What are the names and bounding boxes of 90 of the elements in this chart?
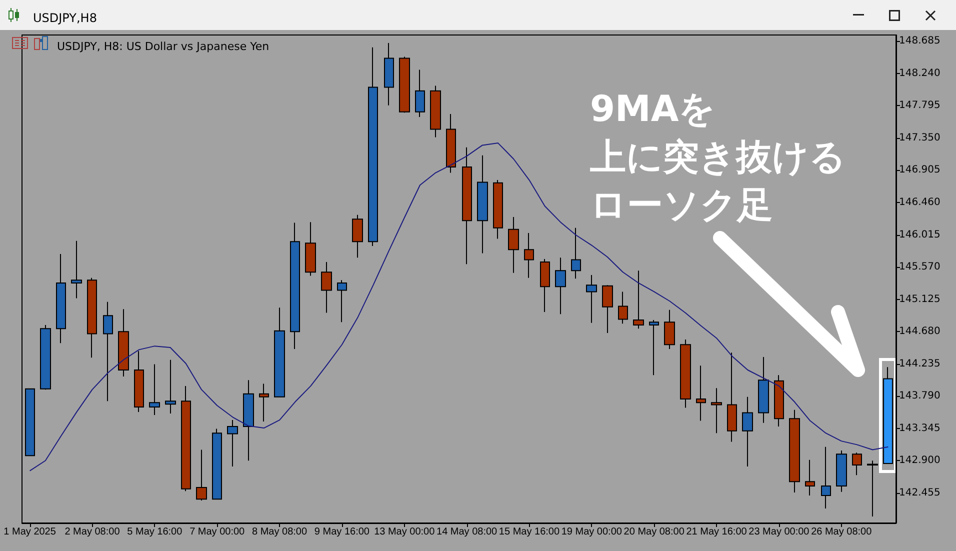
x-tick-label: 5 May 16:00 [127,526,183,538]
candlestick [555,257,566,315]
candlestick [87,277,97,358]
candlestick [399,56,410,114]
y-tick-label: 146.015 [899,229,940,240]
candlestick [274,307,285,398]
y-tick-label: 147.795 [899,100,940,112]
y-tick-label: 148.240 [899,68,940,79]
x-tick-label: 7 May 00:00 [190,526,246,538]
candlestick [867,460,878,517]
x-tick-label: 13 May 00:00 [374,526,436,538]
candlestick [696,365,706,422]
candlestick [212,428,222,500]
annotation: ローソク足 [590,184,774,228]
candlestick [305,222,316,276]
x-tick-label: 15 May 16:00 [498,526,560,538]
y-tick-label: 148.685 [899,36,940,47]
y-tick-label: 145.570 [899,262,940,273]
candlestick [727,352,737,442]
annotation: 9MAを [590,88,717,132]
candlestick [56,253,66,344]
candlestick [524,232,534,278]
candlestick [196,449,207,502]
candlestick [118,308,129,378]
candlestick [852,452,862,476]
y-tick-label: 146.905 [899,164,940,176]
candlestick [368,46,378,247]
candlestick [462,146,472,265]
y-tick-label: 144.235 [899,358,940,370]
y-tick-label: 143.790 [899,390,940,402]
candlestick [805,459,815,496]
candlestick [337,280,347,323]
candlestick [321,261,332,314]
candlestick [602,284,613,334]
x-tick-label: 21 May 16:00 [686,526,748,538]
x-tick-label: 9 May 16:00 [314,526,370,538]
candlestick [40,324,51,390]
candlestick [664,309,675,350]
x-tick-label: 20 May 08:00 [624,526,685,538]
candlestick [290,222,300,350]
candlestick [711,388,722,434]
chart-title: USDJPY,H8 [33,11,97,25]
candlestick [430,85,441,138]
candlestick [540,258,550,312]
candlestick [477,154,488,254]
candlestick [758,356,769,424]
candlestick [165,359,176,414]
candlestick [821,446,831,509]
y-tick-label: 142.455 [899,487,940,498]
text: USDJPY, H8: US Dollar vs Japanese Yen [57,40,270,53]
candlestick [415,69,425,118]
candlestick [836,450,847,492]
candlestick [149,364,160,416]
candlestick [774,374,784,428]
y-tick-label: 146.460 [899,197,940,208]
candlestick [181,385,191,492]
candlestick [352,214,363,258]
y-tick-label: 147.350 [899,132,940,144]
candlestick [883,366,893,464]
candlestick [243,380,254,462]
candlestick [571,227,581,280]
candlestick [71,240,82,299]
candlestick [384,42,394,106]
y-tick-label: 144.680 [899,326,940,338]
candlestick [25,388,35,456]
candlestick [103,301,113,402]
candlestick [227,420,238,467]
candlestick [633,270,644,330]
candlestick [493,180,503,240]
candlestick [742,396,753,467]
candlestick [446,114,456,174]
candlestick [134,350,144,413]
annotation: 上に突き抜ける [590,136,846,180]
x-tick-label: 8 May 08:00 [252,526,308,538]
candlestick [618,291,628,324]
x-tick-label: 14 May 08:00 [436,526,498,538]
candlestick [508,216,519,274]
y-tick-label: 142.900 [899,455,940,466]
y-tick-label: 145.125 [899,294,940,305]
candlestick [680,339,691,408]
x-tick-label: 26 May 08:00 [811,526,872,538]
x-tick-label: 23 May 00:00 [748,526,810,538]
x-tick-label: 19 May 00:00 [561,526,622,538]
candlestick [586,274,597,324]
candlestick [649,319,659,376]
y-tick-label: 143.345 [899,422,940,434]
candlestick [259,383,269,422]
candlestick [789,409,800,494]
x-tick-label: 1 May 2025 [4,526,56,538]
x-tick-label: 2 May 08:00 [64,526,120,538]
